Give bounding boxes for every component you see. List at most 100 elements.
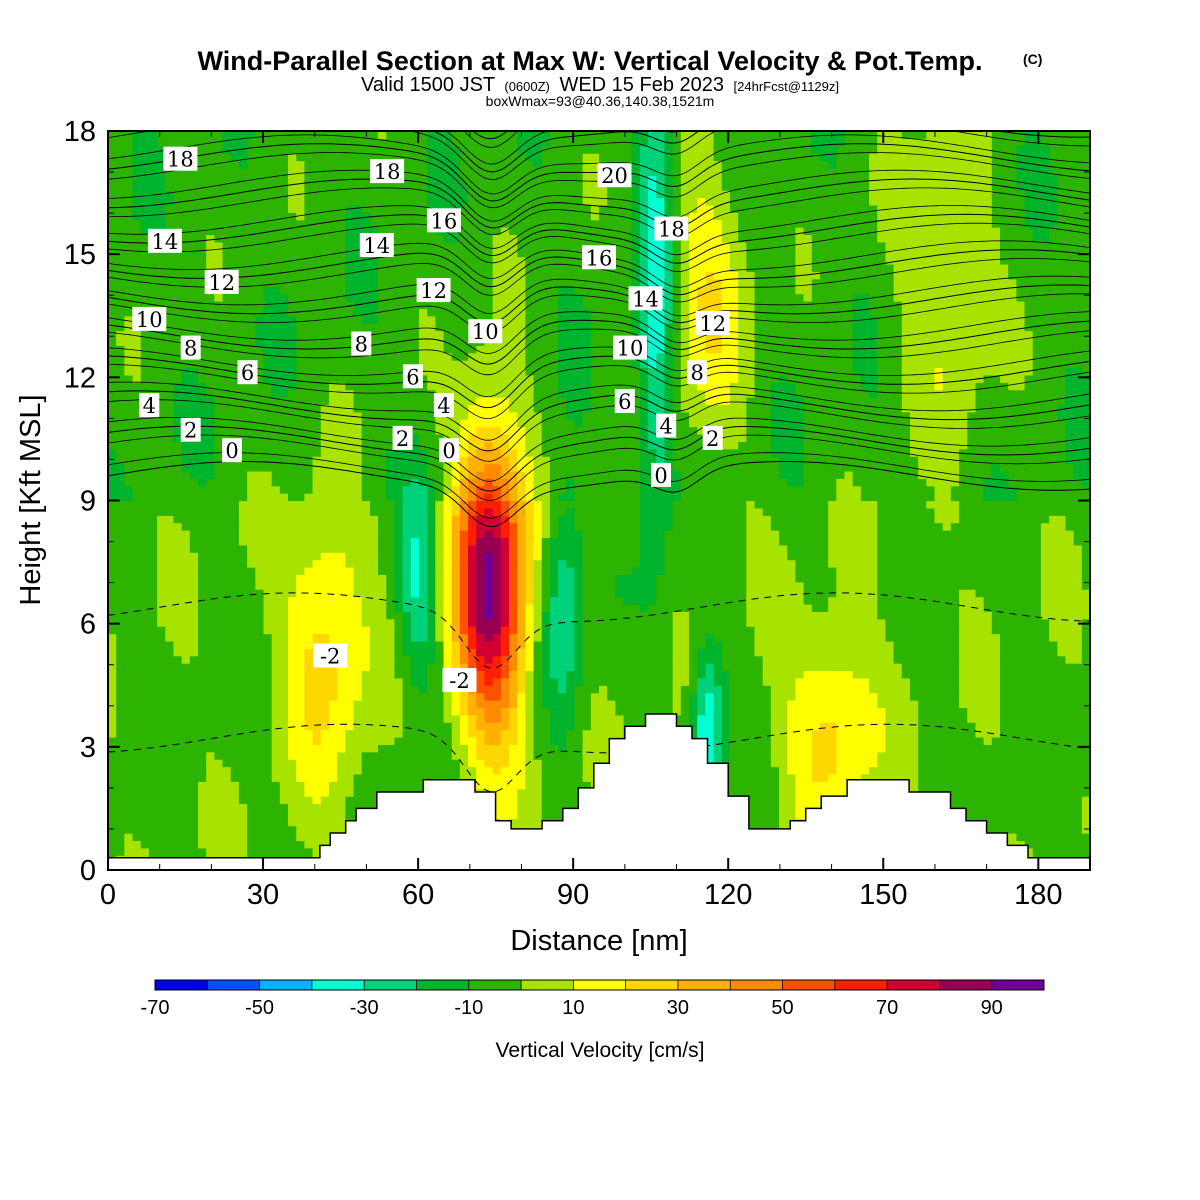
- velocity-cell: [836, 160, 870, 169]
- velocity-cell: [705, 640, 723, 649]
- velocity-cell: [525, 729, 535, 738]
- contour-label-text: 6: [406, 365, 419, 389]
- velocity-cell: [108, 345, 125, 354]
- velocity-cell: [476, 559, 486, 568]
- velocity-cell: [1057, 204, 1090, 213]
- velocity-cell: [959, 500, 1090, 509]
- velocity-cell: [108, 729, 117, 738]
- velocity-cell: [689, 670, 698, 679]
- velocity-cell: [247, 493, 289, 502]
- velocity-cell: [721, 796, 780, 805]
- velocity-cell: [304, 493, 363, 502]
- velocity-cell: [108, 441, 183, 450]
- velocity-cell: [296, 589, 355, 598]
- velocity-cell: [517, 241, 633, 250]
- velocity-cell: [942, 374, 985, 383]
- velocity-cell: [836, 145, 878, 154]
- velocity-cell: [877, 389, 903, 398]
- velocity-cell: [484, 736, 502, 745]
- contour-label: 10: [468, 319, 503, 344]
- velocity-cell: [672, 700, 682, 709]
- velocity-cell: [615, 589, 657, 598]
- velocity-cell: [288, 167, 305, 176]
- velocity-cell: [533, 729, 551, 738]
- velocity-cell: [942, 382, 977, 391]
- velocity-cell: [140, 367, 183, 376]
- velocity-cell: [590, 382, 641, 391]
- velocity-cell: [288, 818, 346, 827]
- velocity-cell: [165, 227, 346, 236]
- velocity-cell: [279, 796, 314, 805]
- velocity-cell: [418, 559, 428, 568]
- velocity-cell: [427, 160, 461, 169]
- velocity-cell: [443, 463, 453, 472]
- velocity-cell: [271, 744, 289, 753]
- velocity-cell: [116, 707, 273, 716]
- velocity-cell: [754, 352, 854, 361]
- velocity-cell: [541, 581, 551, 590]
- velocity-cell: [541, 522, 551, 531]
- velocity-cell: [680, 404, 747, 413]
- velocity-cell: [181, 441, 215, 450]
- velocity-cell: [288, 389, 330, 398]
- velocity-cell: [721, 714, 731, 723]
- velocity-cell: [361, 766, 461, 775]
- velocity-cell: [713, 441, 739, 450]
- velocity-cell: [819, 722, 837, 731]
- velocity-cell: [582, 175, 600, 184]
- velocity-cell: [517, 611, 526, 620]
- contour-label-text: 4: [143, 394, 156, 418]
- velocity-cell: [648, 175, 657, 184]
- velocity-cell: [288, 293, 346, 302]
- velocity-cell: [648, 433, 666, 442]
- velocity-cell: [721, 323, 739, 332]
- velocity-cell: [918, 456, 960, 465]
- velocity-cell: [697, 300, 723, 309]
- velocity-cell: [762, 507, 829, 516]
- velocity-cell: [680, 308, 690, 317]
- velocity-cell: [549, 463, 641, 472]
- velocity-cell: [1065, 448, 1090, 457]
- velocity-cell: [697, 700, 706, 709]
- velocity-cell: [361, 603, 387, 612]
- velocity-cell: [500, 567, 510, 575]
- velocity-cell: [697, 197, 706, 206]
- velocity-cell: [648, 397, 666, 406]
- velocity-cell: [746, 404, 772, 413]
- velocity-cell: [402, 589, 412, 598]
- velocity-cell: [869, 677, 911, 686]
- velocity-cell: [664, 131, 674, 139]
- velocity-cell: [353, 781, 461, 790]
- velocity-cell: [288, 736, 314, 745]
- velocity-cell: [402, 493, 428, 502]
- velocity-cell: [443, 537, 453, 546]
- velocity-cell: [378, 744, 453, 753]
- velocity-cell: [468, 692, 477, 701]
- velocity-cell: [427, 552, 436, 561]
- velocity-cell: [517, 810, 543, 819]
- velocity-cell: [476, 655, 486, 664]
- velocity-cell: [1081, 544, 1090, 553]
- velocity-cell: [369, 212, 428, 221]
- velocity-cell: [108, 626, 166, 635]
- velocity-cell: [631, 264, 641, 273]
- velocity-cell: [492, 271, 526, 280]
- velocity-cell: [500, 500, 510, 509]
- velocity-cell: [689, 234, 723, 243]
- velocity-cell: [705, 197, 731, 206]
- velocity-cell: [443, 433, 461, 442]
- velocity-cell: [991, 611, 1042, 620]
- colorbar-tick-label: -30: [350, 997, 379, 1019]
- velocity-cell: [108, 419, 175, 428]
- velocity-cell: [476, 677, 486, 686]
- velocity-cell: [877, 382, 903, 391]
- velocity-cell: [648, 182, 657, 191]
- velocity-cell: [435, 589, 445, 598]
- velocity-cell: [1040, 530, 1075, 539]
- velocity-cell: [689, 271, 706, 280]
- velocity-cell: [533, 559, 543, 568]
- velocity-cell: [517, 663, 526, 672]
- velocity-cell: [574, 648, 584, 657]
- velocity-cell: [418, 315, 436, 324]
- velocity-cell: [361, 618, 396, 627]
